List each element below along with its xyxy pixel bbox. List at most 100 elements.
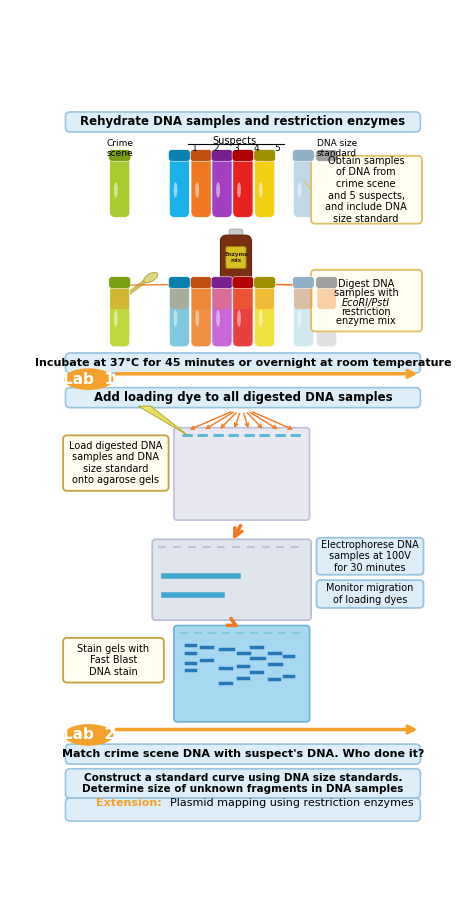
- Text: 5: 5: [274, 143, 280, 152]
- Text: Incubate at 37°C for 45 minutes or overnight at room temperature: Incubate at 37°C for 45 minutes or overn…: [35, 358, 451, 368]
- Text: Extension:: Extension:: [96, 798, 162, 808]
- Ellipse shape: [173, 310, 177, 327]
- Ellipse shape: [237, 310, 241, 327]
- FancyBboxPatch shape: [254, 150, 275, 161]
- Ellipse shape: [216, 182, 220, 197]
- Text: 3: 3: [233, 143, 239, 152]
- FancyBboxPatch shape: [109, 277, 130, 288]
- FancyBboxPatch shape: [109, 157, 130, 217]
- Text: Electrophorese DNA
samples at 100V
for 30 minutes: Electrophorese DNA samples at 100V for 3…: [321, 540, 419, 573]
- Text: Suspects: Suspects: [212, 136, 256, 146]
- Ellipse shape: [64, 369, 113, 390]
- FancyBboxPatch shape: [232, 277, 254, 288]
- Text: restriction: restriction: [341, 306, 391, 317]
- FancyBboxPatch shape: [174, 428, 310, 520]
- FancyBboxPatch shape: [211, 150, 233, 161]
- FancyBboxPatch shape: [212, 284, 232, 347]
- FancyBboxPatch shape: [192, 285, 210, 309]
- Text: Construct a standard curve using DNA size standards.
Determine size of unknown f: Construct a standard curve using DNA siz…: [82, 773, 404, 794]
- FancyBboxPatch shape: [255, 284, 275, 347]
- FancyBboxPatch shape: [170, 285, 189, 309]
- FancyBboxPatch shape: [169, 284, 190, 347]
- FancyBboxPatch shape: [293, 157, 313, 217]
- Ellipse shape: [259, 310, 263, 327]
- FancyBboxPatch shape: [109, 150, 130, 161]
- FancyBboxPatch shape: [63, 435, 169, 491]
- FancyBboxPatch shape: [109, 284, 130, 347]
- FancyBboxPatch shape: [233, 284, 253, 347]
- Ellipse shape: [321, 310, 325, 327]
- FancyBboxPatch shape: [190, 150, 212, 161]
- FancyBboxPatch shape: [255, 157, 275, 217]
- FancyBboxPatch shape: [317, 284, 337, 347]
- FancyBboxPatch shape: [110, 285, 129, 309]
- FancyBboxPatch shape: [169, 157, 190, 217]
- Ellipse shape: [237, 182, 241, 197]
- Text: EcoRI/PstI: EcoRI/PstI: [342, 297, 390, 307]
- Text: Crime
scene: Crime scene: [106, 139, 133, 159]
- Text: Add loading dye to all digested DNA samples: Add loading dye to all digested DNA samp…: [93, 391, 392, 405]
- Ellipse shape: [114, 310, 118, 327]
- FancyBboxPatch shape: [65, 387, 420, 407]
- Text: Lab  1: Lab 1: [63, 371, 115, 387]
- FancyBboxPatch shape: [316, 277, 337, 288]
- Ellipse shape: [195, 310, 199, 327]
- FancyBboxPatch shape: [226, 247, 246, 268]
- FancyBboxPatch shape: [65, 112, 420, 132]
- FancyBboxPatch shape: [311, 156, 422, 223]
- Ellipse shape: [298, 182, 301, 197]
- FancyBboxPatch shape: [292, 277, 314, 288]
- Ellipse shape: [114, 182, 118, 197]
- Text: Obtain samples
of DNA from
crime scene
and 5 suspects,
and include DNA
size stan: Obtain samples of DNA from crime scene a…: [325, 156, 407, 223]
- Text: Lab  2: Lab 2: [63, 727, 115, 742]
- Text: 1: 1: [192, 143, 198, 152]
- FancyBboxPatch shape: [255, 285, 274, 309]
- Polygon shape: [138, 406, 188, 435]
- FancyBboxPatch shape: [317, 157, 337, 217]
- Ellipse shape: [321, 182, 325, 197]
- FancyBboxPatch shape: [294, 285, 313, 309]
- Text: DNA size
standard: DNA size standard: [317, 139, 357, 159]
- FancyBboxPatch shape: [211, 277, 233, 288]
- FancyBboxPatch shape: [234, 285, 252, 309]
- FancyBboxPatch shape: [191, 284, 211, 347]
- Text: samples with: samples with: [334, 288, 399, 298]
- FancyBboxPatch shape: [220, 235, 251, 286]
- FancyBboxPatch shape: [65, 769, 420, 798]
- Ellipse shape: [144, 272, 158, 283]
- FancyBboxPatch shape: [213, 285, 231, 309]
- FancyBboxPatch shape: [65, 744, 420, 764]
- FancyBboxPatch shape: [292, 150, 314, 161]
- FancyBboxPatch shape: [317, 538, 423, 575]
- Ellipse shape: [195, 182, 199, 197]
- Text: Digest DNA: Digest DNA: [338, 279, 394, 289]
- Text: Match crime scene DNA with suspect's DNA. Who done it?: Match crime scene DNA with suspect's DNA…: [62, 749, 424, 760]
- FancyBboxPatch shape: [169, 277, 190, 288]
- FancyBboxPatch shape: [65, 798, 420, 821]
- Text: Stain gels with
Fast Blast
DNA stain: Stain gels with Fast Blast DNA stain: [77, 643, 150, 677]
- FancyBboxPatch shape: [174, 625, 310, 722]
- Ellipse shape: [64, 724, 113, 746]
- FancyBboxPatch shape: [63, 638, 164, 683]
- Text: Load digested DNA
samples and DNA
size standard
onto agarose gels: Load digested DNA samples and DNA size s…: [69, 441, 163, 486]
- FancyBboxPatch shape: [254, 277, 275, 288]
- Ellipse shape: [173, 182, 177, 197]
- FancyBboxPatch shape: [152, 540, 311, 620]
- Text: Enzyme
mix: Enzyme mix: [224, 252, 248, 263]
- Text: 2: 2: [213, 143, 219, 152]
- Text: Plasmid mapping using restriction enzymes: Plasmid mapping using restriction enzyme…: [170, 798, 413, 808]
- FancyBboxPatch shape: [190, 277, 212, 288]
- Text: Monitor migration
of loading dyes: Monitor migration of loading dyes: [326, 583, 414, 605]
- Ellipse shape: [259, 182, 263, 197]
- FancyBboxPatch shape: [65, 353, 420, 373]
- Text: enzyme mix: enzyme mix: [337, 316, 396, 326]
- FancyBboxPatch shape: [293, 284, 313, 347]
- FancyBboxPatch shape: [229, 229, 243, 240]
- Ellipse shape: [216, 310, 220, 327]
- FancyBboxPatch shape: [212, 157, 232, 217]
- FancyBboxPatch shape: [317, 285, 336, 309]
- Ellipse shape: [298, 310, 301, 327]
- FancyBboxPatch shape: [317, 580, 423, 608]
- FancyBboxPatch shape: [311, 269, 422, 332]
- FancyBboxPatch shape: [232, 150, 254, 161]
